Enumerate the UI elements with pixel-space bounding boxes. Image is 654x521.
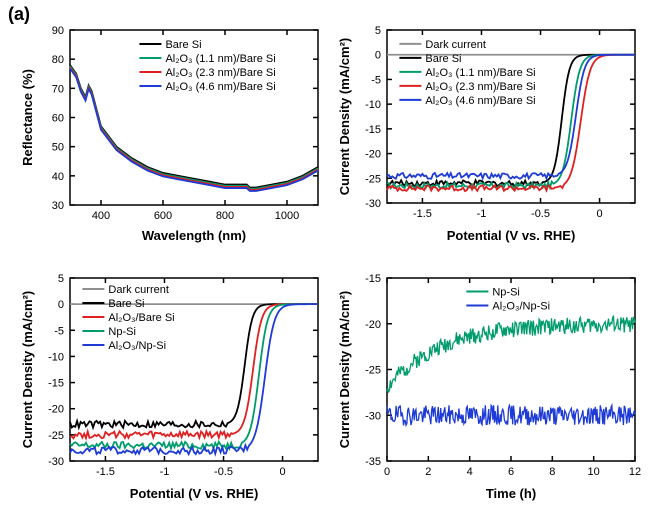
svg-text:600: 600: [154, 210, 172, 222]
svg-text:-1.5: -1.5: [96, 466, 115, 478]
svg-text:2: 2: [425, 466, 431, 478]
svg-text:Al₂O₃ (4.6 nm)/Bare Si: Al₂O₃ (4.6 nm)/Bare Si: [165, 81, 275, 93]
chart-stability: 0 2 4 6 8 10 12 -35 -30 -25 -20 -15 Time (h) Current …: [335, 268, 645, 503]
svg-text:Np-Si: Np-Si: [492, 286, 520, 298]
svg-text:-30: -30: [48, 456, 64, 468]
svg-text:50: 50: [52, 142, 64, 154]
svg-text:0: 0: [384, 466, 390, 478]
svg-text:Current Density (mA/cm²): Current Density (mA/cm²): [20, 291, 35, 448]
chart-jv-thickness: -1.5 -1 -0.5 0 -30 -25 -20 -15 -10 -5 0 5 Potential …: [335, 20, 645, 245]
svg-text:4: 4: [467, 466, 473, 478]
svg-text:-30: -30: [365, 410, 381, 422]
svg-text:-20: -20: [48, 404, 64, 416]
svg-text:-25: -25: [365, 173, 381, 185]
svg-text:12: 12: [629, 466, 641, 478]
svg-text:90: 90: [52, 25, 64, 37]
svg-text:Reflectance (%): Reflectance (%): [20, 69, 35, 166]
svg-text:Potential (V vs. RHE): Potential (V vs. RHE): [447, 228, 576, 243]
svg-text:Al₂O₃ (1.1 nm)/Bare Si: Al₂O₃ (1.1 nm)/Bare Si: [425, 67, 535, 79]
svg-text:-35: -35: [365, 456, 381, 468]
svg-text:-1.5: -1.5: [413, 208, 432, 220]
svg-text:-0.5: -0.5: [214, 466, 233, 478]
svg-text:-25: -25: [365, 365, 381, 377]
svg-text:Al₂O₃/Np-Si: Al₂O₃/Np-Si: [108, 340, 166, 352]
svg-text:-10: -10: [48, 351, 64, 363]
svg-text:-5: -5: [54, 325, 64, 337]
svg-text:400: 400: [92, 210, 110, 222]
svg-text:Al₂O₃ (1.1 nm)/Bare Si: Al₂O₃ (1.1 nm)/Bare Si: [165, 53, 275, 65]
svg-text:-15: -15: [48, 378, 64, 390]
svg-text:60: 60: [52, 113, 64, 125]
svg-text:-15: -15: [365, 273, 381, 285]
svg-text:80: 80: [52, 54, 64, 66]
svg-text:0: 0: [375, 50, 381, 62]
svg-text:6: 6: [508, 466, 514, 478]
svg-text:800: 800: [216, 210, 234, 222]
svg-text:Wavelength (nm): Wavelength (nm): [142, 228, 246, 243]
svg-text:-20: -20: [365, 149, 381, 161]
svg-text:-1: -1: [160, 466, 170, 478]
svg-text:70: 70: [52, 83, 64, 95]
svg-text:Potential (V vs. RHE): Potential (V vs. RHE): [130, 486, 259, 501]
svg-text:Dark current: Dark current: [425, 39, 486, 51]
svg-text:-30: -30: [365, 198, 381, 210]
svg-text:-0.5: -0.5: [531, 208, 550, 220]
svg-text:Current Density (mA/cm²): Current Density (mA/cm²): [337, 291, 352, 448]
svg-text:8: 8: [549, 466, 555, 478]
chart-reflectance: 400 600 800 1000 30 40 50 60 70 80 90 Wavelength (n…: [18, 20, 328, 245]
svg-text:1000: 1000: [275, 210, 299, 222]
svg-text:Al₂O₃ (2.3 nm)/Bare Si: Al₂O₃ (2.3 nm)/Bare Si: [165, 67, 275, 79]
svg-text:Al₂O₃/Bare Si: Al₂O₃/Bare Si: [108, 312, 174, 324]
svg-text:Bare Si: Bare Si: [425, 53, 461, 65]
svg-text:10: 10: [588, 466, 600, 478]
svg-text:0: 0: [280, 466, 286, 478]
svg-text:-1: -1: [477, 208, 487, 220]
svg-text:-10: -10: [365, 99, 381, 111]
svg-text:0: 0: [58, 299, 64, 311]
svg-text:Current Density (mA/cm²): Current Density (mA/cm²): [337, 38, 352, 195]
chart-jv-compare: -1.5 -1 -0.5 0 -30 -25 -20 -15 -10 -5 0 5 Potential …: [18, 268, 328, 503]
svg-text:-25: -25: [48, 430, 64, 442]
svg-text:-5: -5: [371, 74, 381, 86]
svg-text:Al₂O₃/Np-Si: Al₂O₃/Np-Si: [492, 300, 550, 312]
svg-text:Al₂O₃ (2.3 nm)/Bare Si: Al₂O₃ (2.3 nm)/Bare Si: [425, 81, 535, 93]
svg-text:5: 5: [58, 273, 64, 285]
svg-text:5: 5: [375, 25, 381, 37]
svg-text:Np-Si: Np-Si: [108, 326, 136, 338]
svg-text:30: 30: [52, 200, 64, 212]
svg-text:-20: -20: [365, 319, 381, 331]
svg-text:0: 0: [597, 208, 603, 220]
svg-text:Al₂O₃ (4.6 nm)/Bare Si: Al₂O₃ (4.6 nm)/Bare Si: [425, 95, 535, 107]
svg-text:Dark current: Dark current: [108, 284, 169, 296]
svg-text:Bare Si: Bare Si: [108, 298, 144, 310]
svg-text:Bare Si: Bare Si: [165, 39, 201, 51]
svg-text:40: 40: [52, 171, 64, 183]
svg-text:-15: -15: [365, 124, 381, 136]
svg-text:Time (h): Time (h): [486, 486, 536, 501]
